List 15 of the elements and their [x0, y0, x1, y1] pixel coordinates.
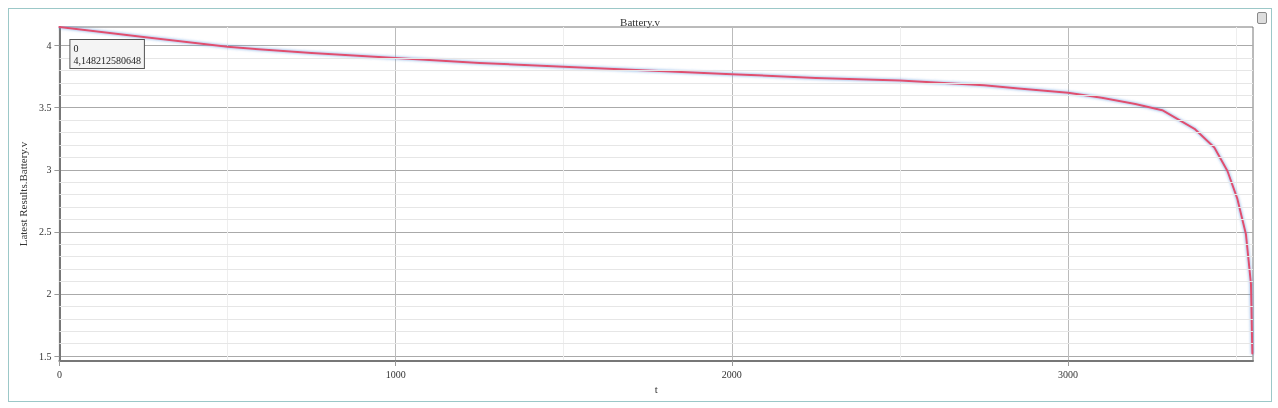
annotation: 0 4,148212580648 [73, 42, 141, 66]
y-tick-label: 4 [46, 40, 52, 52]
y-tick-label: 3.5 [38, 102, 52, 114]
x-tick-label: 0 [56, 368, 62, 380]
chart-title: Battery.v [620, 15, 661, 28]
y-tick-label: 2 [46, 288, 52, 300]
x-tick-label: 3000 [1058, 368, 1079, 380]
y-tick-label: 3 [46, 164, 52, 176]
x-axis-title: t [654, 383, 658, 396]
x-tick-label: 1000 [385, 368, 406, 380]
x-tick-label: 2000 [721, 368, 742, 380]
line-series [58, 26, 1254, 355]
y-tick-label: 1.5 [38, 350, 52, 362]
y-axis-title: Latest Results.Battery.v [16, 141, 29, 247]
y-tick-label: 2.5 [38, 226, 52, 238]
